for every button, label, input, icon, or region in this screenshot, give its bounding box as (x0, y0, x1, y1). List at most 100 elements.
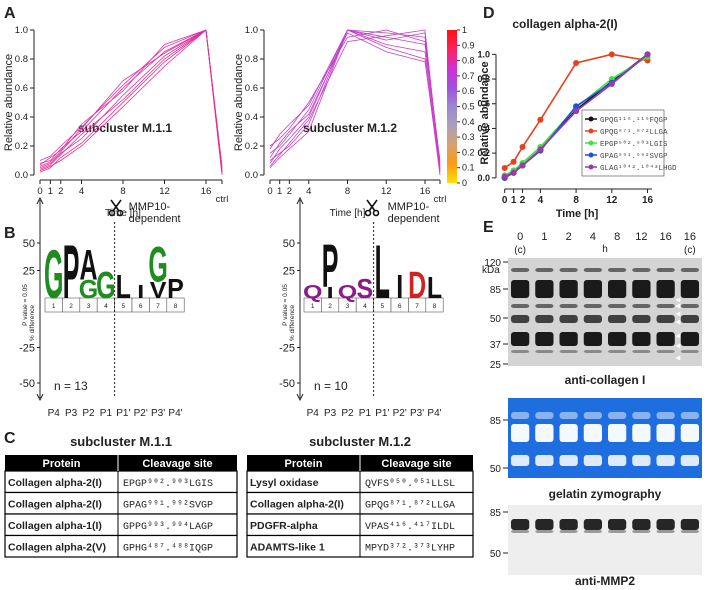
cleavage-label: MMP10- (129, 201, 171, 213)
series-line (39, 29, 207, 166)
band (680, 412, 699, 419)
band (535, 424, 554, 442)
y-tick-label: 0.4 (477, 123, 490, 133)
colorbar-label: 0.1 (462, 163, 475, 173)
logo-letter: P (167, 273, 184, 304)
band (535, 350, 554, 353)
logo-letter: L (116, 268, 131, 305)
y-tick-label: 0.0 (477, 173, 490, 183)
band (632, 350, 651, 353)
series-line (39, 29, 207, 161)
band (559, 280, 578, 298)
y-tick-label: -25 (279, 343, 295, 355)
x-tick-label: 0 (502, 195, 508, 206)
colorbar-label: 0.8 (462, 56, 475, 66)
x-tick-label: 8 (573, 195, 579, 206)
blot (508, 505, 702, 575)
position-number: 5 (380, 303, 384, 310)
band (656, 332, 675, 346)
x-tick-label: ctrl (216, 194, 229, 205)
band (535, 268, 554, 272)
protein-cell: Collagen alpha-2(I) (250, 499, 344, 511)
position-number: 8 (174, 303, 178, 310)
x-tick-label: 4 (79, 186, 84, 197)
band (511, 424, 530, 442)
band (535, 304, 554, 308)
x-tick-label: 16 (420, 186, 431, 197)
protein-cell: Collagen alpha-1(I) (8, 520, 102, 532)
data-point (501, 173, 508, 180)
position-label: P4' (168, 408, 182, 419)
logo-letter: Q (338, 281, 357, 302)
band (632, 530, 651, 533)
site-cell: VPAS⁴¹⁶.⁴¹⁷ILDL (365, 521, 455, 533)
x-tick-label: 12 (381, 186, 392, 197)
data-point (573, 59, 580, 66)
x-tick-label: 8 (120, 186, 125, 197)
series-line (269, 29, 426, 164)
position-label: P1' (116, 408, 130, 419)
data-point (608, 80, 615, 87)
band (608, 315, 627, 323)
band (535, 519, 554, 530)
band (511, 530, 530, 533)
x-tick-label: 1 (277, 186, 282, 197)
position-label: P1 (359, 408, 372, 419)
panel-label: A (4, 5, 16, 22)
position-label: P4 (48, 408, 61, 419)
x-tick-label: 0 (37, 186, 42, 197)
x-tick-label: ctrl (434, 194, 447, 205)
protein-cell: Lysyl oxidase (250, 477, 319, 489)
y-axis-label: % difference (289, 305, 296, 341)
series-line (39, 29, 207, 172)
position-label: P3 (324, 408, 337, 419)
series-line (269, 32, 426, 158)
lane-note: (c) (684, 245, 696, 256)
band (583, 332, 602, 346)
band (559, 412, 578, 419)
y-tick-label: 0.4 (15, 112, 28, 123)
x-axis-label: Time [h] (330, 208, 366, 219)
x-axis-label: Time [h] (556, 208, 599, 220)
band (535, 280, 554, 298)
marker-label: 120 (484, 258, 501, 269)
series-line (269, 29, 426, 154)
logo-letter: V (150, 278, 167, 304)
band (511, 315, 530, 323)
band (632, 268, 651, 272)
panel-label: D (483, 5, 495, 22)
chart-title: subcluster M.1.1 (78, 121, 172, 135)
pvalue-label: P value = 0.05 (282, 284, 289, 326)
band (559, 455, 578, 466)
position-label: P3' (151, 408, 165, 419)
y-tick-label: 1.0 (245, 25, 258, 36)
band (632, 412, 651, 419)
series-line (39, 29, 207, 173)
band (535, 332, 554, 346)
ctrl-segment (424, 29, 441, 171)
site-cell: QVFS⁰⁵⁰.⁰⁵¹LLSL (365, 478, 455, 490)
band (680, 530, 699, 533)
position-label: P4 (307, 408, 320, 419)
blot-title: anti-MMP2 (575, 574, 635, 588)
lane-note: (c) (514, 245, 526, 256)
band (656, 412, 675, 419)
band (583, 280, 602, 298)
y-tick-label: 0.8 (245, 54, 258, 65)
band (608, 412, 627, 419)
data-point (537, 116, 544, 123)
y-tick-label: 0.2 (15, 141, 28, 152)
y-tick-label: 50 (23, 238, 35, 250)
y-tick-label: 1.0 (15, 25, 28, 36)
legend-label: GPQG¹¹⁸.¹¹⁹FQGP (600, 116, 668, 125)
protein-cell: ADAMTS-like 1 (250, 542, 325, 554)
y-tick-label: 0.2 (477, 148, 490, 158)
position-label: P2 (341, 408, 354, 419)
band (511, 304, 530, 308)
series-line (269, 29, 426, 147)
data-point (644, 51, 651, 58)
position-number: 8 (433, 303, 437, 310)
panel-label: C (4, 430, 16, 447)
protein-cell: Collagen alpha-2(I) (8, 499, 102, 511)
axis-arrow (36, 196, 44, 402)
